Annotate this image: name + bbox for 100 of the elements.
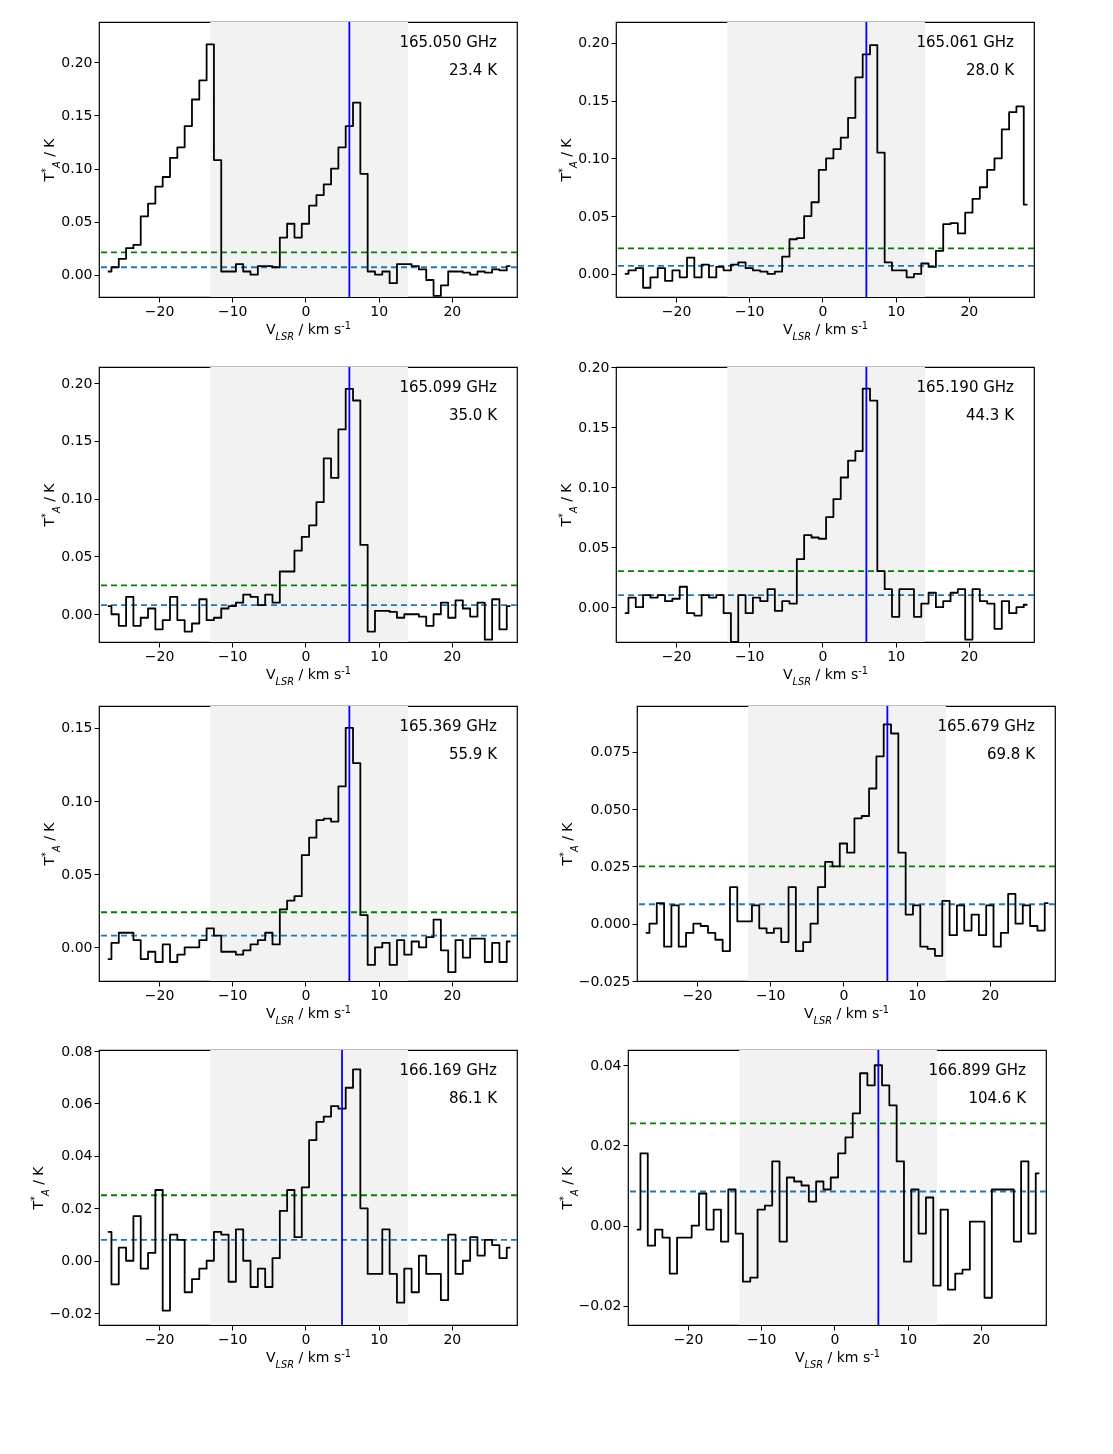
x-tick-label: −20	[661, 302, 692, 319]
x-axis-title: V$_{LSR}$ / km s$^{-1}$	[266, 1003, 351, 1025]
x-tick-label: −10	[734, 647, 765, 664]
y-tick-label: 0.20	[61, 53, 93, 70]
y-tick-label: 0.000	[590, 915, 631, 932]
y-tick-label: 0.20	[578, 34, 610, 51]
x-axis-title: V$_{LSR}$ / km s$^{-1}$	[266, 319, 351, 341]
y-tick-label: 0.050	[590, 800, 631, 817]
x-tick-label: −10	[746, 1330, 777, 1347]
x-tick-label: 10	[887, 647, 906, 664]
x-tick-label: 10	[370, 1330, 389, 1347]
x-tick-label: 20	[972, 1330, 991, 1347]
x-tick-label: 0	[301, 647, 311, 664]
y-tick-label: 0.00	[578, 598, 610, 615]
annotation: 23.4 K	[448, 61, 499, 79]
y-tick-label: 0.06	[61, 1094, 93, 1111]
x-tick-label: −10	[217, 986, 248, 1003]
y-tick-label: −0.025	[578, 972, 631, 989]
x-axis-title: V$_{LSR}$ / km s$^{-1}$	[266, 664, 351, 686]
x-tick-label: 20	[443, 1330, 462, 1347]
x-tick-label: −10	[217, 647, 248, 664]
x-tick-label: 20	[443, 986, 462, 1003]
x-tick-label: 0	[301, 302, 311, 319]
x-tick-label: 0	[830, 1330, 840, 1347]
y-tick-label: 0.02	[61, 1199, 93, 1216]
y-tick-label: 0.075	[590, 743, 631, 760]
y-tick-label: 0.15	[61, 719, 93, 736]
y-tick-label: 0.00	[61, 266, 93, 283]
x-tick-label: −10	[217, 302, 248, 319]
y-tick-label: 0.025	[590, 857, 631, 874]
annotation: 86.1 K	[448, 1089, 499, 1107]
y-tick-label: 0.10	[578, 478, 610, 495]
y-tick-label: 0.15	[578, 418, 610, 435]
annotation: 165.369 GHz	[399, 717, 498, 735]
x-tick-label: −20	[682, 986, 713, 1003]
y-tick-label: 0.10	[61, 490, 93, 507]
x-tick-label: −20	[144, 647, 175, 664]
x-tick-label: 20	[981, 986, 1000, 1003]
x-tick-label: 10	[899, 1330, 918, 1347]
x-tick-label: −20	[144, 302, 175, 319]
x-tick-label: 20	[443, 647, 462, 664]
x-tick-label: 20	[960, 302, 979, 319]
x-tick-label: 0	[301, 1330, 311, 1347]
x-tick-label: 10	[887, 302, 906, 319]
y-tick-label: 0.15	[61, 106, 93, 123]
annotation: 165.099 GHz	[399, 378, 498, 396]
y-tick-label: 0.00	[61, 1252, 93, 1269]
y-tick-label: 0.04	[61, 1147, 93, 1164]
annotation: 55.9 K	[448, 745, 499, 763]
x-axis-title: V$_{LSR}$ / km s$^{-1}$	[795, 1347, 880, 1369]
y-tick-label: 0.05	[578, 538, 610, 555]
y-tick-label: 0.05	[578, 207, 610, 224]
y-tick-label: 0.10	[61, 160, 93, 177]
annotation: 166.169 GHz	[399, 1061, 498, 1079]
x-axis-title: V$_{LSR}$ / km s$^{-1}$	[266, 1347, 351, 1369]
y-tick-label: 0.08	[61, 1042, 93, 1059]
x-tick-label: −20	[661, 647, 692, 664]
x-tick-label: 10	[370, 647, 389, 664]
x-tick-label: 10	[908, 986, 927, 1003]
x-tick-label: 10	[370, 302, 389, 319]
annotation: 166.899 GHz	[928, 1061, 1027, 1079]
y-tick-label: 0.15	[578, 92, 610, 109]
x-tick-label: 0	[301, 986, 311, 1003]
x-tick-label: −10	[734, 302, 765, 319]
y-tick-label: 0.05	[61, 865, 93, 882]
y-tick-label: 0.02	[590, 1136, 622, 1153]
annotation: 35.0 K	[448, 406, 499, 424]
x-tick-label: 0	[818, 647, 828, 664]
y-tick-label: 0.04	[590, 1056, 622, 1073]
annotation: 69.8 K	[986, 745, 1037, 763]
y-tick-label: 0.05	[61, 548, 93, 564]
x-tick-label: 0	[818, 302, 828, 319]
y-tick-label: 0.20	[61, 374, 93, 391]
x-tick-label: −10	[217, 1330, 248, 1347]
y-tick-label: 0.10	[61, 792, 93, 809]
x-tick-label: 10	[370, 986, 389, 1003]
y-tick-label: 0.15	[61, 432, 93, 449]
annotation: 165.061 GHz	[916, 33, 1015, 51]
annotation: 165.679 GHz	[937, 717, 1036, 735]
annotation: 165.190 GHz	[916, 378, 1015, 396]
y-tick-label: 0.05	[61, 213, 93, 230]
x-axis-title: V$_{LSR}$ / km s$^{-1}$	[783, 319, 868, 341]
annotation: 44.3 K	[965, 406, 1016, 424]
x-axis-title: V$_{LSR}$ / km s$^{-1}$	[804, 1003, 889, 1025]
x-tick-label: −20	[144, 986, 175, 1003]
y-tick-label: 0.10	[578, 149, 610, 166]
x-axis-title: V$_{LSR}$ / km s$^{-1}$	[783, 664, 868, 686]
annotation: 28.0 K	[965, 61, 1016, 79]
x-tick-label: 20	[960, 647, 979, 664]
annotation: 104.6 K	[968, 1089, 1028, 1107]
y-tick-label: 0.00	[61, 605, 93, 622]
x-tick-label: 20	[443, 302, 462, 319]
y-tick-label: 0.00	[590, 1217, 622, 1234]
y-tick-label: 0.00	[578, 265, 610, 282]
y-tick-label: −0.02	[578, 1297, 622, 1314]
x-tick-label: −20	[144, 1330, 175, 1347]
x-tick-label: −10	[755, 986, 786, 1003]
y-tick-label: 0.00	[61, 938, 93, 955]
y-tick-label: −0.02	[49, 1304, 93, 1321]
annotation: 165.050 GHz	[399, 33, 498, 51]
